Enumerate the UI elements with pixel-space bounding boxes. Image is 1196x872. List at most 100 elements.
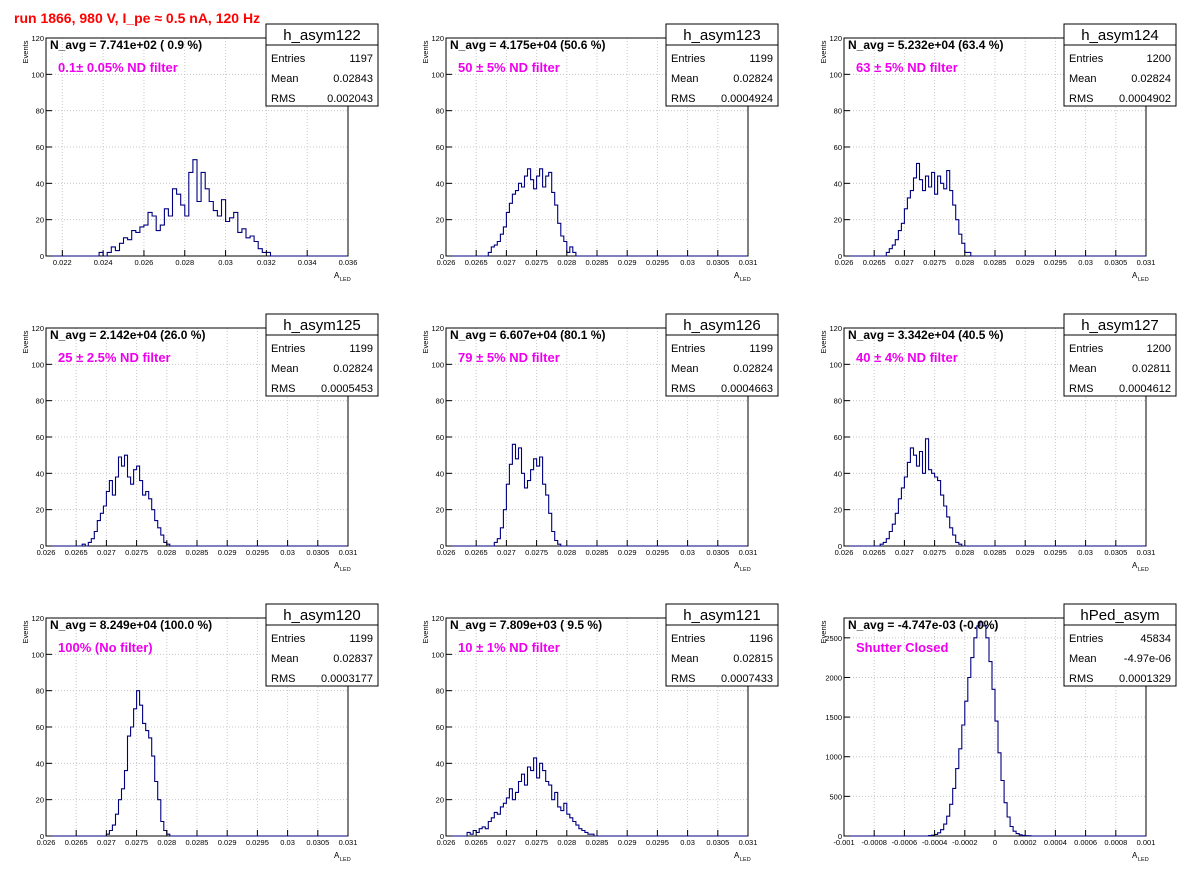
y-tick-label: 20 — [436, 216, 444, 225]
x-tick-label: 0.0285 — [186, 548, 209, 557]
stat-value: 1196 — [749, 633, 773, 645]
stat-label: Entries — [1069, 53, 1104, 65]
y-axis-label: Events — [421, 330, 430, 353]
y-tick-label: 20 — [36, 506, 44, 515]
stat-label: RMS — [271, 93, 295, 105]
x-tick-label: 0.031 — [1137, 548, 1156, 557]
x-tick-label: 0.0305 — [1104, 548, 1127, 557]
x-axis-label-sub: LED — [1138, 857, 1149, 863]
x-tick-label: 0.0295 — [246, 548, 269, 557]
y-tick-label: 120 — [829, 34, 842, 43]
filter-annotation: 63 ± 5% ND filter — [856, 60, 958, 75]
x-axis-label: A — [334, 561, 340, 570]
y-tick-label: 500 — [829, 792, 842, 801]
stat-label: Entries — [271, 633, 306, 645]
x-axis-label: A — [1132, 561, 1138, 570]
y-tick-label: 0 — [40, 542, 44, 551]
histogram-line — [446, 443, 748, 547]
x-tick-label: 0.026 — [437, 258, 456, 267]
x-tick-label: 0.027 — [497, 838, 516, 847]
y-tick-label: 80 — [436, 397, 444, 406]
x-tick-label: 0.026 — [37, 838, 56, 847]
x-tick-label: 0.0275 — [525, 838, 548, 847]
stat-value: 1199 — [749, 343, 773, 355]
y-tick-label: 80 — [436, 687, 444, 696]
y-tick-label: 80 — [834, 107, 842, 116]
run-title: run 1866, 980 V, I_pe ≈ 0.5 nA, 120 Hz — [14, 10, 261, 26]
stats-box: h_asym120 Entries 1199 Mean 0.02837 RMS 0.0003… — [265, 603, 379, 687]
x-axis-label-sub: LED — [340, 857, 351, 863]
histogram-panel-h_asym127: 0.026 0.0265 0.027 0.0275 0.028 0.0285 0.029 0.… — [819, 313, 1177, 573]
stat-value: 1199 — [349, 633, 373, 645]
y-tick-label: 40 — [834, 179, 842, 188]
x-tick-label: 0.026 — [437, 548, 456, 557]
stats-box: h_asym126 Entries 1199 Mean 0.02824 RMS 0.0004… — [665, 313, 779, 397]
y-tick-label: 20 — [834, 506, 842, 515]
x-tick-label: 0.026 — [37, 548, 56, 557]
histogram-line — [844, 621, 1146, 837]
stat-value: 1197 — [349, 53, 373, 65]
stats-box-frame — [265, 603, 379, 687]
y-tick-label: 20 — [436, 796, 444, 805]
filter-annotation: 10 ± 1% ND filter — [458, 640, 560, 655]
stats-box-frame — [1063, 603, 1177, 687]
stat-label: RMS — [1069, 93, 1093, 105]
y-tick-label: 120 — [829, 324, 842, 333]
y-tick-label: 100 — [431, 70, 444, 79]
x-tick-label: 0.0285 — [586, 258, 609, 267]
navg-label: N_avg = -4.747e-03 (-0.0%) — [848, 618, 998, 632]
y-tick-label: 60 — [36, 433, 44, 442]
histogram-name: h_asym123 — [683, 27, 761, 44]
y-tick-label: 1000 — [825, 753, 842, 762]
stat-label: Mean — [271, 73, 299, 85]
x-tick-label: 0.032 — [257, 258, 276, 267]
histogram-line — [844, 162, 1146, 257]
y-axis-label: Events — [819, 330, 828, 353]
y-tick-label: 60 — [834, 143, 842, 152]
y-tick-label: 40 — [36, 759, 44, 768]
x-tick-label: 0.026 — [437, 838, 456, 847]
histogram-line — [46, 159, 348, 257]
stat-value: 0.02811 — [1132, 363, 1171, 375]
stat-value: 0.0001329 — [1119, 673, 1171, 685]
filter-annotation: 40 ± 4% ND filter — [856, 350, 958, 365]
x-tick-label: -0.001 — [833, 838, 854, 847]
y-tick-label: 40 — [834, 469, 842, 478]
histogram-line — [446, 168, 748, 257]
stat-value: 0.02843 — [333, 73, 373, 85]
stat-value: 0.02824 — [733, 73, 773, 85]
y-tick-label: 40 — [36, 469, 44, 478]
x-tick-label: 0.024 — [94, 258, 113, 267]
x-tick-label: 0.027 — [895, 258, 914, 267]
x-tick-label: 0.029 — [618, 258, 637, 267]
x-tick-label: 0.0285 — [186, 838, 209, 847]
y-tick-label: 20 — [834, 216, 842, 225]
stats-box: h_asym124 Entries 1200 Mean 0.02824 RMS 0.0004… — [1063, 23, 1177, 107]
x-tick-label: 0.028 — [557, 258, 576, 267]
y-tick-label: 0 — [40, 832, 44, 841]
y-tick-label: 0 — [838, 542, 842, 551]
x-tick-label: 0.0295 — [646, 548, 669, 557]
stat-label: Mean — [671, 363, 699, 375]
x-axis-label: A — [1132, 271, 1138, 280]
x-tick-label: 0.027 — [497, 548, 516, 557]
x-tick-label: 0.03 — [680, 838, 695, 847]
x-tick-label: 0.03 — [680, 548, 695, 557]
stat-value: 0.02824 — [733, 363, 773, 375]
navg-label: N_avg = 3.342e+04 (40.5 %) — [848, 328, 1003, 342]
stat-label: Mean — [671, 653, 699, 665]
x-tick-label: 0.027 — [97, 548, 116, 557]
x-tick-label: 0.0295 — [1044, 258, 1067, 267]
x-axis-label-sub: LED — [340, 567, 351, 573]
x-tick-label: 0.03 — [1078, 258, 1093, 267]
y-axis-label: Events — [21, 620, 30, 643]
x-tick-label: 0.0285 — [586, 548, 609, 557]
x-tick-label: 0.022 — [53, 258, 72, 267]
stat-label: Entries — [271, 53, 306, 65]
y-tick-label: 80 — [36, 107, 44, 116]
y-tick-label: 100 — [431, 650, 444, 659]
stat-value: -4.97e-06 — [1124, 653, 1171, 665]
stat-label: RMS — [671, 93, 695, 105]
histogram-panel-h_asym122: 0.022 0.024 0.026 0.028 0.03 0.032 0.034 0.036 0… — [21, 23, 379, 283]
x-axis-label-sub: LED — [740, 567, 751, 573]
